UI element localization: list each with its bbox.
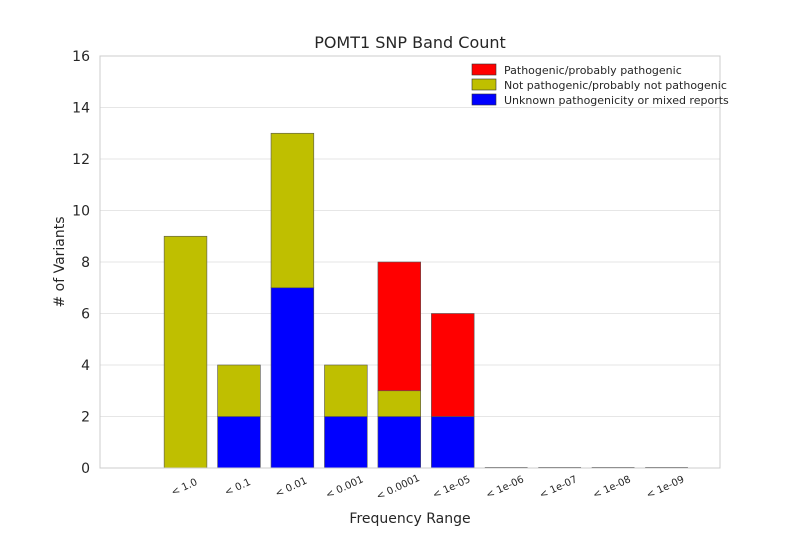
x-tick-label: < 0.1 xyxy=(223,477,253,499)
x-tick-label: < 0.01 xyxy=(274,476,309,500)
y-tick-label: 2 xyxy=(81,410,90,426)
x-axis-ticks: < 1.0 < 0.1 < 0.01 < 0.001 < 0.0001 < 1e-05 < … xyxy=(170,473,686,503)
bar-segment xyxy=(377,261,421,392)
chart-title: POMT1 SNP Band Count xyxy=(314,33,506,52)
x-tick-label: < 1e-05 xyxy=(431,474,472,501)
y-tick-label: 10 xyxy=(72,204,90,220)
bar-segment xyxy=(431,313,475,417)
x-axis-label: Frequency Range xyxy=(349,511,470,527)
x-tick-label: < 1e-07 xyxy=(538,474,579,501)
bar-segment xyxy=(324,416,368,469)
legend-label: Pathogenic/probably pathogenic xyxy=(504,64,682,77)
y-axis-label: # of Variants xyxy=(52,216,68,307)
legend-label: Not pathogenic/probably not pathogenic xyxy=(504,79,727,92)
x-tick-label: < 1.0 xyxy=(170,477,200,499)
x-tick-label: < 0.0001 xyxy=(375,473,422,503)
y-tick-label: 12 xyxy=(72,152,90,168)
bar-segment xyxy=(270,287,315,469)
legend-swatch xyxy=(471,63,497,76)
y-tick-label: 0 xyxy=(81,461,90,477)
bar-segment xyxy=(217,364,261,417)
x-tick-label: < 1e-06 xyxy=(485,474,526,501)
x-tick-label: < 1e-08 xyxy=(591,474,632,501)
bar-segment xyxy=(377,416,421,469)
legend-label: Unknown pathogenicity or mixed reports xyxy=(504,94,729,107)
bar-segment xyxy=(431,416,475,469)
legend-swatch xyxy=(471,93,497,106)
bar-segment xyxy=(163,235,208,469)
y-tick-label: 4 xyxy=(81,358,90,374)
bar-segment xyxy=(217,416,261,469)
bar-segment xyxy=(377,390,421,417)
bar-segment xyxy=(270,132,315,289)
plot-frame xyxy=(99,55,721,469)
bars xyxy=(163,132,688,469)
bar-segment xyxy=(324,364,368,417)
y-tick-label: 14 xyxy=(72,101,90,117)
y-tick-label: 16 xyxy=(72,49,90,65)
y-tick-label: 6 xyxy=(81,307,90,323)
legend: Pathogenic/probably pathogenic Not pathog… xyxy=(471,63,729,107)
x-tick-label: < 1e-09 xyxy=(645,474,686,501)
x-tick-label: < 0.001 xyxy=(324,474,365,501)
legend-swatch xyxy=(471,78,497,91)
y-axis-ticks: 0 2 4 6 8 10 12 14 16 xyxy=(72,49,90,477)
y-tick-label: 8 xyxy=(81,255,90,271)
